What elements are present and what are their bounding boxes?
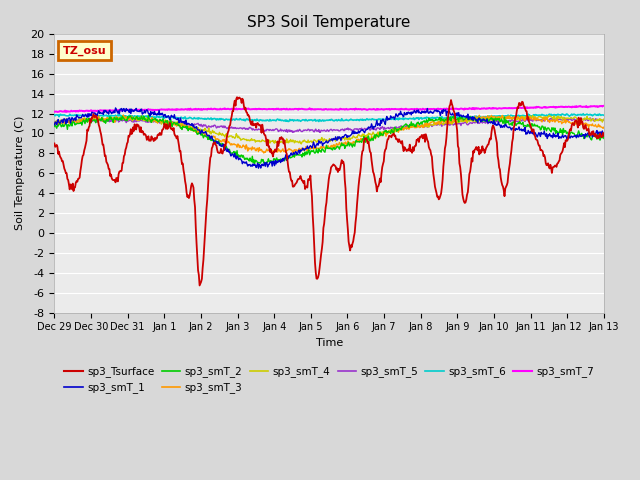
sp3_smT_4 <box>173 121 180 127</box>
sp3_smT_2 <box>61 123 68 129</box>
sp3_smT_2 <box>600 135 608 141</box>
sp3_smT_6 <box>397 116 404 121</box>
sp3_Tsurface <box>233 95 241 100</box>
sp3_Tsurface <box>61 166 68 171</box>
sp3_smT_6 <box>315 119 323 124</box>
sp3_smT_3 <box>397 127 405 132</box>
sp3_smT_5 <box>586 115 594 120</box>
sp3_Tsurface <box>196 283 204 288</box>
sp3_smT_4 <box>298 141 305 147</box>
Line: sp3_Tsurface: sp3_Tsurface <box>54 97 604 286</box>
sp3_smT_4 <box>413 122 420 128</box>
sp3_smT_1 <box>112 105 120 111</box>
sp3_smT_2 <box>117 115 125 120</box>
sp3_smT_4 <box>600 116 608 122</box>
sp3_smT_5 <box>61 119 68 125</box>
sp3_smT_3 <box>119 112 127 118</box>
Line: sp3_smT_5: sp3_smT_5 <box>54 118 604 132</box>
sp3_smT_1 <box>61 116 68 122</box>
sp3_smT_2 <box>51 123 58 129</box>
sp3_smT_6 <box>117 112 125 118</box>
Line: sp3_smT_4: sp3_smT_4 <box>54 116 604 144</box>
sp3_smT_5 <box>202 122 209 128</box>
sp3_Tsurface <box>203 206 211 212</box>
sp3_smT_7 <box>118 108 125 114</box>
sp3_smT_5 <box>397 123 404 129</box>
sp3_smT_4 <box>51 120 58 125</box>
sp3_smT_2 <box>397 127 405 132</box>
sp3_smT_6 <box>173 115 180 120</box>
Y-axis label: Soil Temperature (C): Soil Temperature (C) <box>15 116 25 230</box>
sp3_smT_1 <box>255 165 262 171</box>
sp3_smT_3 <box>51 120 58 126</box>
sp3_smT_3 <box>260 150 268 156</box>
sp3_smT_6 <box>61 112 68 118</box>
sp3_smT_5 <box>51 120 58 125</box>
sp3_smT_2 <box>203 134 211 140</box>
sp3_smT_3 <box>117 116 125 121</box>
sp3_Tsurface <box>173 135 180 141</box>
Title: SP3 Soil Temperature: SP3 Soil Temperature <box>248 15 411 30</box>
sp3_smT_6 <box>202 116 209 122</box>
X-axis label: Time: Time <box>316 338 343 348</box>
sp3_smT_3 <box>600 124 608 130</box>
sp3_smT_7 <box>61 109 68 115</box>
sp3_smT_1 <box>397 111 405 117</box>
sp3_smT_2 <box>413 120 421 126</box>
sp3_smT_4 <box>117 116 125 121</box>
sp3_smT_3 <box>413 121 421 127</box>
Line: sp3_smT_7: sp3_smT_7 <box>54 106 604 112</box>
sp3_smT_7 <box>62 109 70 115</box>
sp3_smT_1 <box>51 122 58 128</box>
sp3_smT_1 <box>173 117 181 122</box>
Line: sp3_smT_1: sp3_smT_1 <box>54 108 604 168</box>
Line: sp3_smT_6: sp3_smT_6 <box>54 114 604 121</box>
sp3_smT_7 <box>51 109 58 115</box>
sp3_smT_5 <box>600 117 608 123</box>
Line: sp3_smT_3: sp3_smT_3 <box>54 115 604 153</box>
sp3_Tsurface <box>51 141 58 146</box>
sp3_smT_1 <box>118 106 125 111</box>
sp3_smT_7 <box>600 103 608 108</box>
sp3_smT_3 <box>61 121 68 127</box>
sp3_Tsurface <box>600 133 608 139</box>
sp3_smT_7 <box>397 107 404 112</box>
sp3_smT_5 <box>413 123 420 129</box>
sp3_smT_6 <box>600 112 608 118</box>
sp3_smT_5 <box>117 117 125 123</box>
Text: TZ_osu: TZ_osu <box>63 46 106 56</box>
sp3_smT_1 <box>413 109 421 115</box>
sp3_smT_7 <box>203 107 211 112</box>
sp3_Tsurface <box>397 141 405 146</box>
sp3_smT_6 <box>51 112 58 118</box>
sp3_Tsurface <box>413 137 421 143</box>
sp3_smT_4 <box>61 116 68 122</box>
sp3_smT_1 <box>600 132 608 137</box>
sp3_Tsurface <box>117 168 125 174</box>
sp3_smT_2 <box>145 112 152 118</box>
sp3_smT_2 <box>262 161 269 167</box>
sp3_smT_5 <box>289 130 297 135</box>
sp3_smT_1 <box>203 131 211 137</box>
sp3_smT_4 <box>545 113 553 119</box>
sp3_smT_3 <box>203 131 211 136</box>
sp3_smT_6 <box>413 115 420 120</box>
sp3_smT_5 <box>173 120 180 126</box>
sp3_smT_6 <box>579 111 587 117</box>
Line: sp3_smT_2: sp3_smT_2 <box>54 115 604 164</box>
sp3_smT_4 <box>202 127 209 132</box>
sp3_smT_7 <box>173 107 181 113</box>
sp3_smT_3 <box>173 120 181 125</box>
Legend: sp3_Tsurface, sp3_smT_1, sp3_smT_2, sp3_smT_3, sp3_smT_4, sp3_smT_5, sp3_smT_6, : sp3_Tsurface, sp3_smT_1, sp3_smT_2, sp3_… <box>60 362 598 397</box>
sp3_smT_2 <box>173 120 181 126</box>
sp3_smT_4 <box>397 126 404 132</box>
sp3_smT_7 <box>413 106 420 112</box>
